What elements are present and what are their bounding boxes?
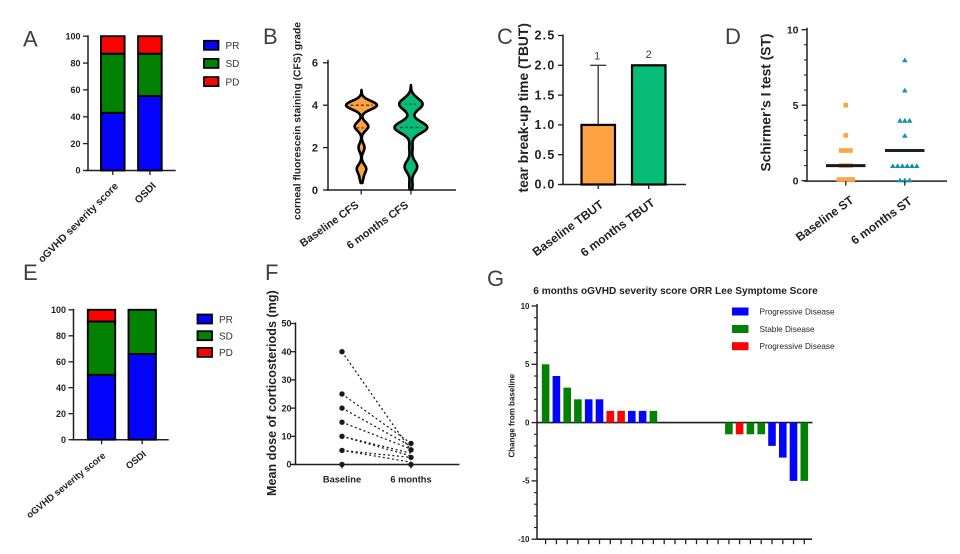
svg-text:-5: -5 [522, 477, 530, 486]
svg-text:40: 40 [70, 112, 80, 122]
svg-text:Schirmer’s I test (ST): Schirmer’s I test (ST) [759, 33, 774, 171]
svg-text:F: F [265, 260, 278, 285]
svg-text:5: 5 [525, 360, 530, 369]
svg-text:6: 6 [312, 58, 318, 70]
svg-text:50: 50 [281, 319, 291, 329]
svg-text:6 months: 6 months [390, 475, 431, 485]
svg-text:2: 2 [646, 49, 652, 61]
svg-text:10: 10 [787, 25, 799, 37]
svg-text:SD: SD [219, 332, 233, 343]
svg-text:B: B [263, 24, 278, 49]
svg-text:40: 40 [281, 347, 291, 357]
svg-text:20: 20 [70, 139, 80, 149]
svg-text:2.0: 2.0 [535, 59, 556, 73]
svg-text:10: 10 [521, 302, 530, 311]
svg-text:Change from baseline: Change from baseline [508, 373, 517, 457]
svg-text:0: 0 [312, 185, 318, 197]
svg-text:Progressive Disease: Progressive Disease [760, 308, 836, 317]
svg-text:-10: -10 [518, 535, 530, 544]
svg-text:PD: PD [219, 348, 233, 359]
svg-text:0.0: 0.0 [535, 178, 556, 192]
svg-text:40: 40 [56, 383, 66, 393]
svg-text:E: E [23, 260, 38, 285]
svg-text:0: 0 [793, 176, 799, 188]
svg-text:0: 0 [525, 418, 530, 427]
svg-text:PR: PR [219, 315, 233, 326]
svg-text:2: 2 [312, 142, 318, 154]
svg-text:20: 20 [281, 403, 291, 413]
svg-text:PR: PR [226, 41, 240, 52]
svg-text:A: A [23, 27, 38, 52]
svg-text:1.5: 1.5 [535, 88, 556, 102]
svg-text:100: 100 [65, 31, 80, 41]
svg-text:PD: PD [226, 77, 240, 88]
svg-text:60: 60 [70, 85, 80, 95]
svg-text:0.5: 0.5 [535, 148, 556, 162]
svg-text:5: 5 [793, 100, 799, 112]
svg-text:10: 10 [281, 432, 291, 442]
svg-text:0: 0 [75, 166, 80, 176]
svg-text:100: 100 [51, 305, 66, 315]
svg-text:C: C [497, 24, 513, 49]
svg-text:SD: SD [226, 59, 240, 70]
svg-text:corneal fluorescein staining (: corneal fluorescein staining (CFS) grade [293, 22, 304, 220]
svg-text:80: 80 [56, 331, 66, 341]
svg-text:0: 0 [286, 460, 291, 470]
svg-text:G: G [487, 266, 504, 291]
svg-text:30: 30 [281, 375, 291, 385]
svg-text:tear break-up time (TBUT): tear break-up time (TBUT) [516, 23, 531, 192]
svg-text:6 months oGVHD severity score: 6 months oGVHD severity score ORR Lee Sy… [533, 286, 818, 297]
svg-text:2.5: 2.5 [535, 29, 556, 43]
svg-text:80: 80 [70, 58, 80, 68]
svg-text:20: 20 [56, 409, 66, 419]
svg-text:Progressive Disease: Progressive Disease [760, 342, 836, 351]
svg-text:D: D [725, 24, 741, 49]
svg-text:1: 1 [594, 50, 600, 62]
svg-text:Stable Disease: Stable Disease [760, 325, 816, 334]
svg-text:Baseline: Baseline [323, 475, 361, 485]
svg-text:Mean dose of corticosteriods (: Mean dose of corticosteriods (mg) [265, 290, 279, 496]
svg-text:1.0: 1.0 [535, 118, 556, 132]
svg-text:4: 4 [312, 100, 319, 112]
svg-text:60: 60 [56, 357, 66, 367]
svg-text:0: 0 [61, 435, 66, 445]
